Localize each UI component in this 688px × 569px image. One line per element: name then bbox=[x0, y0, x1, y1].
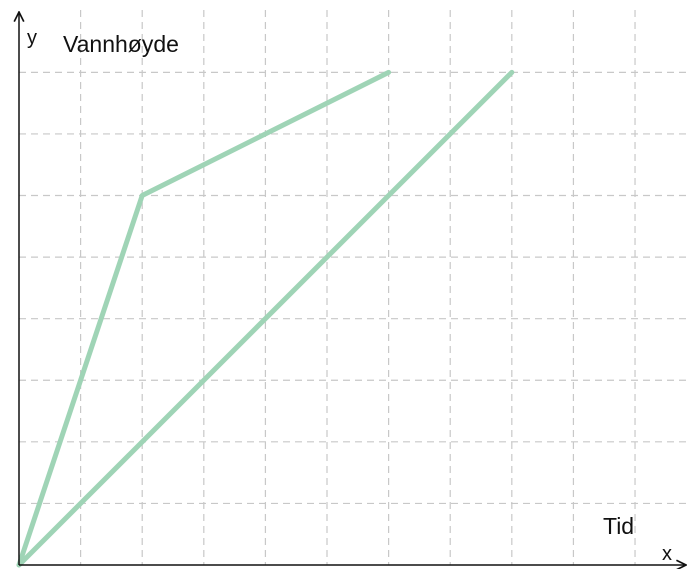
y-axis-letter: y bbox=[27, 27, 37, 49]
lines bbox=[16, 69, 515, 568]
x-axis-label: Tid bbox=[603, 513, 634, 539]
data-line bbox=[16, 69, 515, 568]
y-axis-label: Vannhøyde bbox=[63, 31, 179, 57]
grid bbox=[19, 10, 688, 565]
data-line bbox=[16, 69, 392, 568]
x-axis-letter: x bbox=[662, 543, 672, 565]
